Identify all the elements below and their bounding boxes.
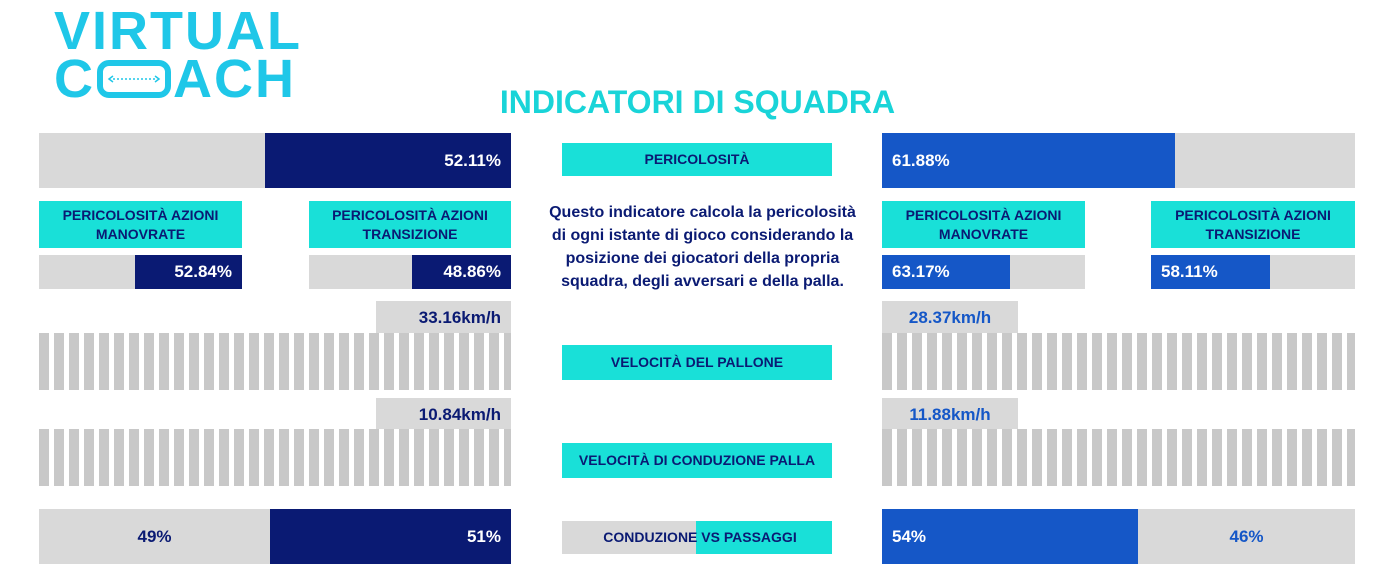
conduzione-left-b-value: 51% [466,526,501,546]
transizione-right-value: 58.11% [1161,262,1218,281]
transizione-left-value: 48.86% [443,262,501,281]
pericolosita-label: PERICOLOSITÀ [562,143,832,176]
conduzione-right-a-value: 54% [892,526,927,546]
velocita-pallone-left-value: 33.16km/h [418,308,501,327]
conduzione-right-part-b: 46% [1138,509,1355,564]
velocita-pallone-left-stripes [39,333,511,390]
velocita-pallone-left-value-box: 33.16km/h [376,301,511,335]
manovrate-left-label: PERICOLOSITÀ AZIONI MANOVRATE [39,201,242,248]
velocita-conduzione-right-stripes [882,429,1355,486]
manovrate-right-value: 63.17% [892,262,950,281]
velocita-conduzione-right-value: 11.88km/h [909,405,991,424]
conduzione-label-box: CONDUZIONE VS PASSAGGI [562,521,832,554]
transizione-left-label: PERICOLOSITÀ AZIONI TRANSIZIONE [309,201,511,248]
pericolosita-left-bar-fill: 52.11% [265,133,511,188]
conduzione-left-a-value: 49% [137,526,172,546]
manovrate-left-bar-fill: 52.84% [135,255,242,289]
pericolosita-left-value: 52.11% [444,150,501,170]
manovrate-right-bar-fill: 63.17% [882,255,1010,289]
conduzione-left-part-b: 51% [270,509,511,564]
conduzione-right-part-a: 54% [882,509,1138,564]
transizione-left-bar-fill: 48.86% [412,255,511,289]
velocita-pallone-right-value-box: 28.37km/h [882,301,1018,335]
transizione-right-bar-fill: 58.11% [1151,255,1270,289]
page-title: INDICATORI DI SQUADRA [499,84,896,120]
logo-virtual: VIRTUAL [54,1,302,61]
velocita-pallone-label: VELOCITÀ DEL PALLONE [562,345,832,380]
pericolosita-right-value: 61.88% [892,150,950,170]
velocita-conduzione-right-value-box: 11.88km/h [882,398,1018,432]
velocita-conduzione-left-value-box: 10.84km/h [376,398,511,432]
pericolosita-right-bar-fill: 61.88% [882,133,1175,188]
velocita-conduzione-left-stripes [39,429,511,486]
manovrate-left-value: 52.84% [174,262,232,281]
logo-ach: ACH [173,49,296,109]
manovrate-right-label: PERICOLOSITÀ AZIONI MANOVRATE [882,201,1085,248]
logo-c: C [54,49,95,109]
velocita-pallone-right-value: 28.37km/h [908,308,992,327]
logo-coach: C ACH [54,52,296,106]
velocita-conduzione-left-value: 10.84km/h [418,405,501,424]
transizione-right-label: PERICOLOSITÀ AZIONI TRANSIZIONE [1151,201,1355,248]
conduzione-left-part-a: 49% [39,509,270,564]
velocita-conduzione-label: VELOCITÀ DI CONDUZIONE PALLA [562,443,832,478]
description-text: Questo indicatore calcola la pericolosit… [549,204,856,290]
conduzione-label: CONDUZIONE VS PASSAGGI [603,529,797,545]
velocita-pallone-right-stripes [882,333,1355,390]
logo-o-whistle-icon [97,60,171,98]
conduzione-right-b-value: 46% [1229,526,1264,546]
